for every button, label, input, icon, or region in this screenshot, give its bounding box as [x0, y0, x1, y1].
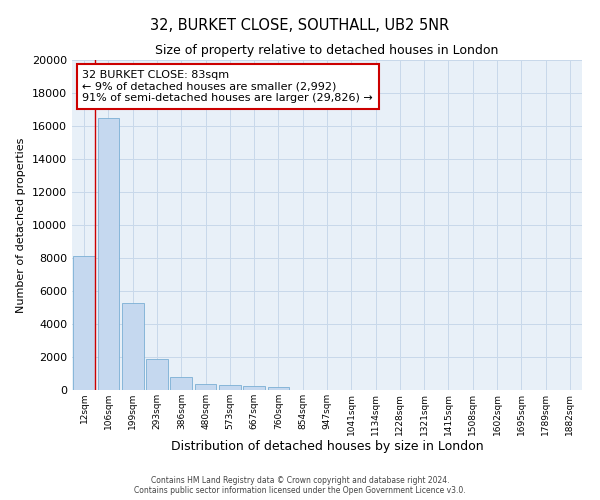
Text: 32, BURKET CLOSE, SOUTHALL, UB2 5NR: 32, BURKET CLOSE, SOUTHALL, UB2 5NR — [151, 18, 449, 32]
X-axis label: Distribution of detached houses by size in London: Distribution of detached houses by size … — [170, 440, 484, 454]
Text: 32 BURKET CLOSE: 83sqm
← 9% of detached houses are smaller (2,992)
91% of semi-d: 32 BURKET CLOSE: 83sqm ← 9% of detached … — [82, 70, 373, 103]
Bar — [170, 377, 192, 390]
Bar — [243, 386, 265, 390]
Bar — [146, 360, 168, 390]
Y-axis label: Number of detached properties: Number of detached properties — [16, 138, 26, 312]
Bar — [219, 385, 241, 390]
Text: Contains HM Land Registry data © Crown copyright and database right 2024.
Contai: Contains HM Land Registry data © Crown c… — [134, 476, 466, 495]
Bar — [73, 256, 95, 390]
Bar — [122, 302, 143, 390]
Bar — [268, 386, 289, 390]
Bar — [97, 118, 119, 390]
Bar — [194, 384, 217, 390]
Title: Size of property relative to detached houses in London: Size of property relative to detached ho… — [155, 44, 499, 58]
